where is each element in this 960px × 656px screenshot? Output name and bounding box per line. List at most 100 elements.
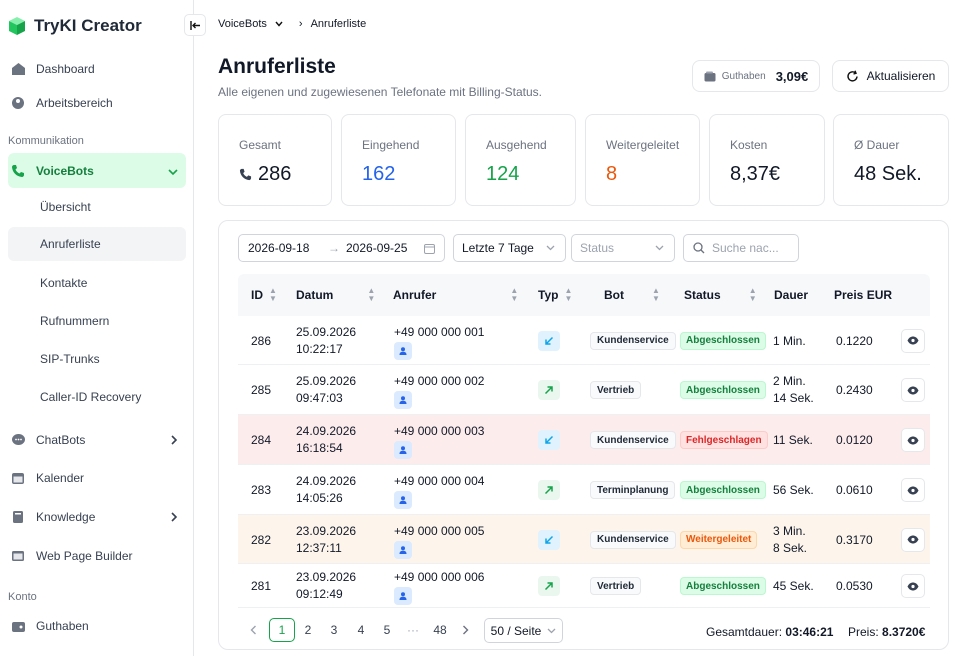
contact-icon[interactable] bbox=[394, 540, 412, 559]
column-header-typ[interactable]: Typ ▲ ▼ bbox=[538, 286, 573, 303]
view-details-button[interactable] bbox=[901, 527, 925, 552]
view-details-button[interactable] bbox=[901, 328, 925, 353]
sidebar-item-label: Dashboard bbox=[36, 62, 95, 76]
page-button-1[interactable]: 1 bbox=[269, 618, 295, 642]
page-button-3[interactable]: 3 bbox=[330, 623, 338, 637]
phone-icon bbox=[239, 168, 252, 181]
page-ellipsis[interactable]: ··· bbox=[407, 623, 419, 637]
stat-label: Kosten bbox=[730, 138, 768, 152]
sidebar-subitem-caller-id-recovery[interactable]: Caller-ID Recovery bbox=[40, 390, 142, 404]
range-select[interactable]: Letzte 7 Tage bbox=[453, 234, 566, 262]
view-details-button[interactable] bbox=[901, 478, 925, 502]
sidebar-item-chatbots[interactable]: ChatBots bbox=[8, 423, 186, 457]
sidebar-item-voicebots[interactable]: VoiceBots bbox=[8, 153, 186, 188]
cell-time: 09:47:03 bbox=[296, 391, 343, 405]
column-header-anrufer[interactable]: Anrufer ▲ ▼ bbox=[393, 286, 519, 303]
collapse-icon bbox=[189, 20, 200, 30]
sidebar-item-guthaben[interactable]: Guthaben bbox=[8, 609, 186, 643]
total-price-label: Preis: bbox=[848, 625, 879, 639]
page-button-4[interactable]: 4 bbox=[357, 623, 365, 637]
column-header-datum[interactable]: Datum ▲ ▼ bbox=[296, 286, 376, 303]
contact-icon[interactable] bbox=[394, 341, 412, 360]
table-row: 286 25.09.2026 10:22:17 +49 000 000 001 Kund… bbox=[238, 316, 930, 365]
arrow-up-right-icon bbox=[538, 576, 560, 596]
breadcrumb-separator-icon: › bbox=[298, 18, 303, 30]
sort-icon: ▲ ▼ bbox=[564, 286, 573, 303]
date-from-input[interactable]: 2026-09-18 bbox=[248, 241, 310, 255]
sidebar-subitem-anruferliste[interactable]: Anruferliste bbox=[8, 227, 186, 261]
view-details-button[interactable] bbox=[901, 428, 925, 452]
sort-icon: ▲ ▼ bbox=[367, 286, 376, 303]
stat-label: Ausgehend bbox=[486, 138, 547, 152]
sidebar-item-label: VoiceBots bbox=[36, 163, 94, 178]
sidebar-item-label: ChatBots bbox=[36, 433, 86, 447]
column-header-status[interactable]: Status ▲ ▼ bbox=[684, 286, 757, 303]
cell-caller[interactable]: +49 000 000 005 bbox=[394, 523, 485, 538]
arrow-down-left-icon bbox=[538, 430, 560, 450]
total-price-value: 8.3720€ bbox=[882, 625, 926, 639]
wallet-icon bbox=[10, 618, 26, 634]
app-logo[interactable]: TryKI Creator bbox=[8, 14, 142, 38]
page-button-48[interactable]: 48 bbox=[433, 623, 447, 637]
sidebar-item-knowledge[interactable]: Knowledge bbox=[8, 500, 186, 534]
sidebar-subitem-uebersicht[interactable]: Übersicht bbox=[40, 200, 91, 214]
sidebar-item-kalender[interactable]: Kalender bbox=[8, 461, 186, 495]
view-details-button[interactable] bbox=[901, 378, 925, 402]
view-details-button[interactable] bbox=[901, 574, 925, 598]
sidebar-item-arbeitsbereich[interactable]: Arbeitsbereich bbox=[8, 86, 186, 120]
column-header-bot[interactable]: Bot ▲ ▼ bbox=[604, 286, 660, 303]
date-range-picker[interactable]: 2026-09-18 → 2026-09-25 bbox=[238, 234, 445, 262]
eye-icon bbox=[907, 582, 919, 591]
page-button-5[interactable]: 5 bbox=[383, 623, 391, 637]
sidebar-item-label: Guthaben bbox=[36, 619, 89, 633]
range-select-value: Letzte 7 Tage bbox=[462, 241, 534, 255]
cell-id: 285 bbox=[251, 383, 272, 397]
cell-caller[interactable]: +49 000 000 001 bbox=[394, 324, 485, 339]
prev-page-button[interactable] bbox=[244, 618, 262, 642]
cell-id: 281 bbox=[251, 579, 272, 593]
section-label-kommunikation: Kommunikation bbox=[8, 135, 84, 147]
cell-caller[interactable]: +49 000 000 004 bbox=[394, 474, 485, 488]
per-page-select[interactable]: 50 / Seite bbox=[484, 618, 563, 643]
sidebar-item-dashboard[interactable]: Dashboard bbox=[8, 52, 186, 86]
contact-icon[interactable] bbox=[394, 391, 412, 409]
table-row: 281 23.09.2026 09:12:49 +49 000 000 006 Vert… bbox=[238, 564, 930, 608]
sidebar-subitem-sip-trunks[interactable]: SIP-Trunks bbox=[40, 352, 100, 366]
sidebar-item-web-page-builder[interactable]: Web Page Builder bbox=[8, 539, 186, 573]
search-input[interactable]: Suche nac... bbox=[683, 234, 799, 262]
status-badge: Abgeschlossen bbox=[680, 381, 766, 399]
sidebar: TryKI Creator Dashboard Arbeitsbereich K… bbox=[0, 0, 194, 656]
date-to-input[interactable]: 2026-09-25 bbox=[346, 241, 408, 255]
column-header-id[interactable]: ID ▲ ▼ bbox=[251, 286, 277, 303]
chevron-right-icon bbox=[170, 511, 178, 525]
bot-badge: Vertrieb bbox=[590, 577, 642, 595]
chevron-down-icon[interactable] bbox=[275, 21, 283, 27]
cell-time: 12:37:11 bbox=[296, 540, 342, 555]
cell-caller[interactable]: +49 000 000 002 bbox=[394, 374, 485, 388]
cell-time: 14:05:26 bbox=[296, 491, 343, 505]
contact-icon[interactable] bbox=[394, 441, 412, 459]
cell-caller[interactable]: +49 000 000 003 bbox=[394, 424, 485, 438]
per-page-value: 50 / Seite bbox=[490, 623, 542, 638]
cell-duration: 11 Sek. bbox=[773, 433, 813, 447]
cell-price: 0.0610 bbox=[836, 483, 873, 497]
arrow-right-icon: → bbox=[328, 241, 340, 255]
cell-caller[interactable]: +49 000 000 006 bbox=[394, 570, 485, 584]
refresh-button[interactable]: Aktualisieren bbox=[832, 60, 949, 92]
total-duration: Gesamtdauer: 03:46:21 bbox=[706, 625, 833, 639]
cell-date: 25.09.2026 bbox=[296, 374, 357, 388]
next-page-button[interactable] bbox=[456, 618, 474, 642]
chat-icon bbox=[10, 432, 26, 448]
cell-date: 25.09.2026 bbox=[296, 324, 357, 339]
page-button-2[interactable]: 2 bbox=[304, 623, 312, 637]
contact-icon[interactable] bbox=[394, 491, 412, 509]
collapse-sidebar-button[interactable] bbox=[184, 14, 206, 36]
sidebar-subitem-kontakte[interactable]: Kontakte bbox=[40, 276, 88, 290]
sort-icon: ▲ ▼ bbox=[652, 286, 660, 303]
breadcrumb: VoiceBots › Anruferliste bbox=[218, 18, 366, 30]
contact-icon[interactable] bbox=[394, 587, 412, 605]
sidebar-subitem-rufnummern[interactable]: Rufnummern bbox=[40, 314, 110, 328]
status-select[interactable]: Status bbox=[571, 234, 675, 262]
breadcrumb-parent[interactable]: VoiceBots bbox=[218, 18, 267, 30]
eye-icon bbox=[907, 535, 919, 544]
